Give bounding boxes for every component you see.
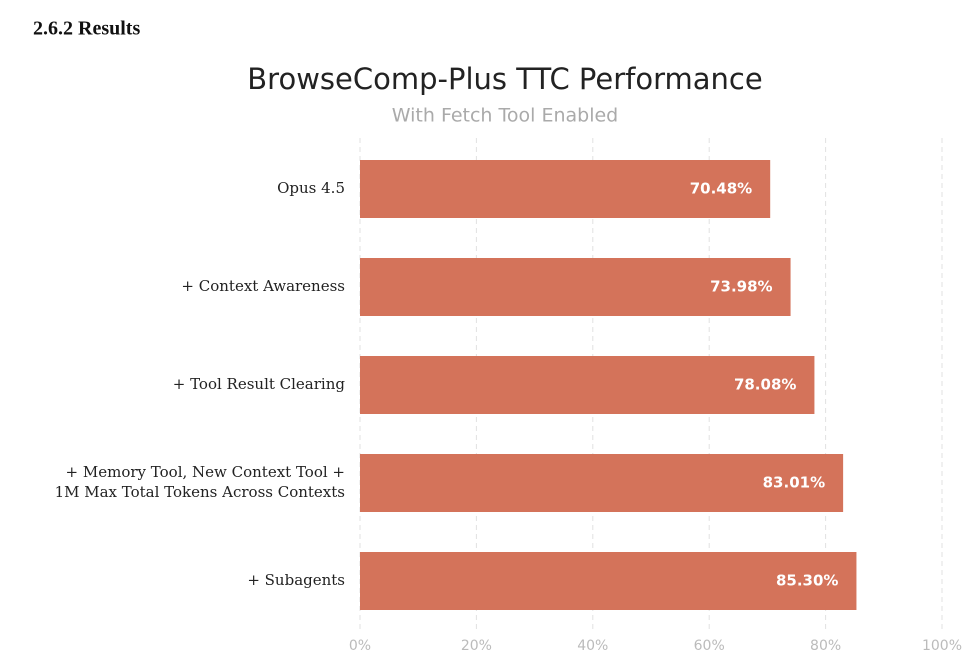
bar: [360, 356, 815, 414]
x-tick-label: 40%: [577, 638, 608, 654]
section-heading: 2.6.2 Results: [33, 18, 140, 40]
x-tick-label: 60%: [694, 638, 725, 654]
x-tick-label: 100%: [922, 638, 962, 654]
value-label: 70.48%: [690, 180, 752, 198]
bar: [360, 454, 844, 512]
x-tick-label: 20%: [461, 638, 492, 654]
chart-title: BrowseComp-Plus TTC Performance: [247, 62, 762, 96]
y-tick-label: + Subagents: [247, 571, 345, 589]
value-label: 83.01%: [763, 474, 825, 492]
x-tick-label: 80%: [810, 638, 841, 654]
value-label: 78.08%: [734, 376, 796, 394]
value-label: 85.30%: [776, 572, 838, 590]
bar: [360, 552, 857, 610]
x-tick-label: 0%: [349, 638, 371, 654]
bar: [360, 160, 771, 218]
y-tick-label: + Tool Result Clearing: [173, 375, 346, 393]
y-tick-label: Opus 4.5: [277, 179, 345, 197]
value-label: 73.98%: [710, 278, 772, 296]
chart-subtitle: With Fetch Tool Enabled: [392, 105, 618, 127]
bar: [360, 258, 791, 316]
y-tick-label: + Memory Tool, New Context Tool +1M Max …: [55, 463, 345, 501]
y-tick-label: + Context Awareness: [181, 277, 345, 295]
